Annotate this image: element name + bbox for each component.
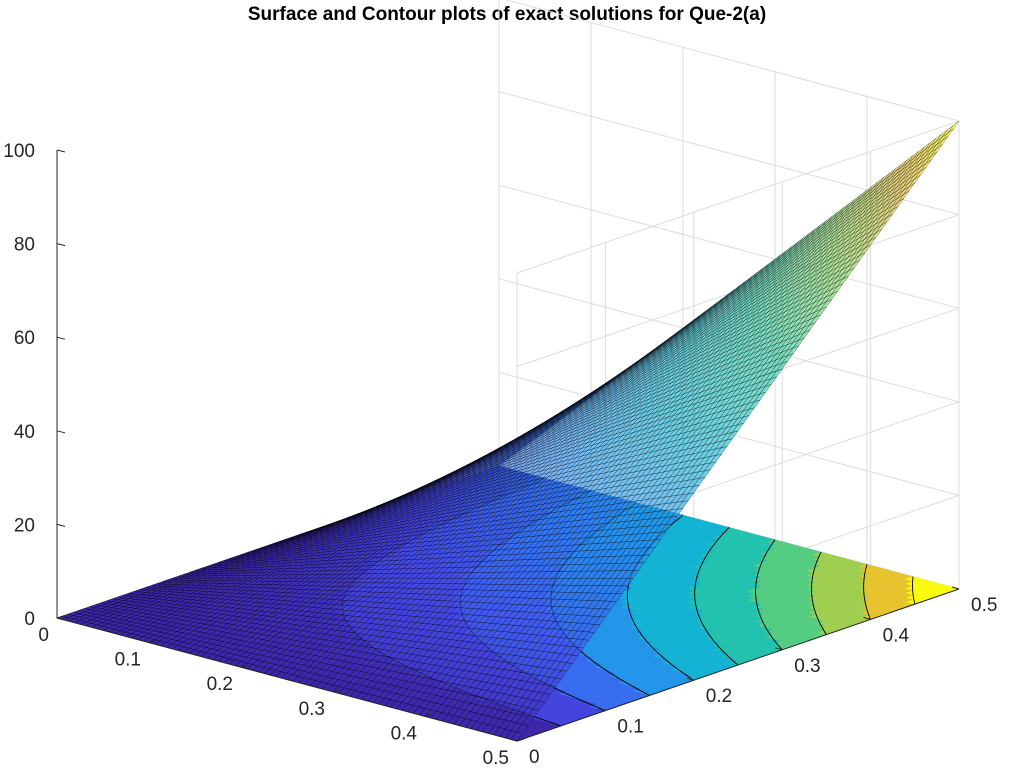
grid-line [498,184,960,309]
grid-line [504,0,960,122]
chart-title: Surface and Contour plots of exact solut… [248,4,766,25]
surface-mesh [56,120,960,742]
grid-line [516,120,960,274]
